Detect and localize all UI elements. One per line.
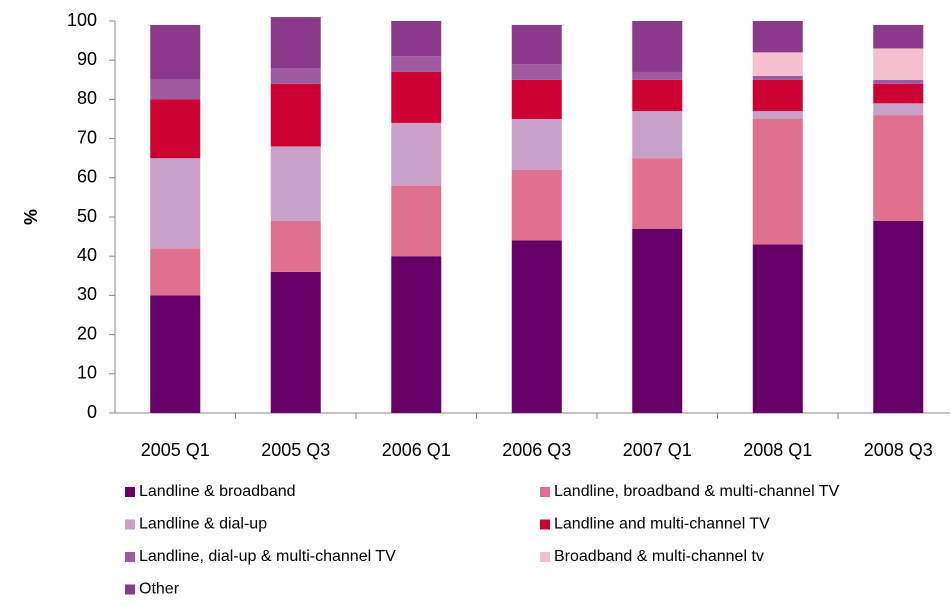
bar-segment <box>511 119 562 170</box>
bar-segment <box>391 71 442 123</box>
bar-segment <box>873 48 924 80</box>
bar-segment <box>873 115 924 221</box>
bar-segment <box>632 158 683 229</box>
bar-segment <box>150 295 201 413</box>
y-tick-label: 100 <box>67 10 97 30</box>
x-tick-label: 2008 Q3 <box>864 440 933 460</box>
bar-segment <box>150 24 201 80</box>
y-tick-label: 50 <box>77 206 97 226</box>
y-tick-label: 70 <box>77 127 97 147</box>
bar-segment <box>511 24 562 65</box>
legend-swatch <box>540 519 550 530</box>
x-tick-label: 2007 Q1 <box>623 440 692 460</box>
bar-segment <box>752 75 803 80</box>
bar-segment <box>511 169 562 241</box>
bar-segment <box>752 119 803 245</box>
legend-label: Landline & dial-up <box>139 516 267 533</box>
y-tick-label: 40 <box>77 245 97 265</box>
bar-segment <box>752 111 803 119</box>
bar-segment <box>150 158 201 249</box>
legend-swatch <box>125 487 135 497</box>
bar-segment <box>270 220 321 272</box>
legend-swatch <box>125 552 135 562</box>
bar-segment <box>873 103 924 116</box>
legend-label: Landline and multi-channel TV <box>554 516 770 533</box>
legend-swatch <box>125 584 135 595</box>
legend-label: Other <box>139 581 180 598</box>
legend-label: Landline, dial-up & multi-channel TV <box>139 548 396 565</box>
bar-segment <box>752 52 803 76</box>
bar-segment <box>632 111 683 159</box>
bar-segment <box>150 248 201 296</box>
bar-segment <box>632 21 683 72</box>
bar-segment <box>391 21 442 57</box>
y-tick-label: 80 <box>77 88 97 108</box>
bar-segment <box>391 56 442 72</box>
bar-segment <box>511 64 562 80</box>
legend-label: Landline, broadband & multi-channel TV <box>554 483 840 500</box>
bar-segment <box>752 244 803 413</box>
bar-segment <box>752 79 803 112</box>
bar-segment <box>270 17 321 69</box>
bar-segment <box>270 68 321 84</box>
y-tick-label: 90 <box>77 49 97 69</box>
legend-swatch <box>125 519 135 530</box>
bar-segment <box>511 79 562 119</box>
bar-segment <box>873 220 924 413</box>
y-axis-label: % <box>21 209 41 225</box>
bar-segment <box>391 256 442 413</box>
y-tick-label: 20 <box>77 323 97 343</box>
bar-segment <box>632 71 683 80</box>
bar-segment <box>391 185 442 257</box>
x-tick-label: 2006 Q3 <box>502 440 571 460</box>
x-tick-label: 2008 Q1 <box>743 440 812 460</box>
bar-segment <box>150 79 201 100</box>
legend-swatch <box>540 552 550 562</box>
bar-segment <box>873 83 924 104</box>
bar-segment <box>511 240 562 413</box>
y-tick-label: 10 <box>77 363 97 383</box>
bar-segment <box>632 228 683 413</box>
y-tick-label: 60 <box>77 167 97 187</box>
bar-segment <box>752 21 803 53</box>
bar-segment <box>873 79 924 84</box>
bar-segment <box>270 83 321 147</box>
legend-label: Landline & broadband <box>139 483 296 500</box>
x-tick-label: 2005 Q1 <box>141 440 210 460</box>
bar-segment <box>632 79 683 112</box>
y-tick-label: 30 <box>77 284 97 304</box>
bar-segment <box>391 122 442 186</box>
legend-swatch <box>540 487 550 497</box>
bar-segment <box>270 271 321 413</box>
x-tick-label: 2006 Q1 <box>382 440 451 460</box>
x-tick-label: 2005 Q3 <box>261 440 330 460</box>
y-tick-label: 0 <box>87 402 97 422</box>
bar-segment <box>150 99 201 159</box>
bar-segment <box>873 24 924 49</box>
bar-segment <box>270 146 321 221</box>
legend-label: Broadband & multi-channel tv <box>554 548 764 565</box>
